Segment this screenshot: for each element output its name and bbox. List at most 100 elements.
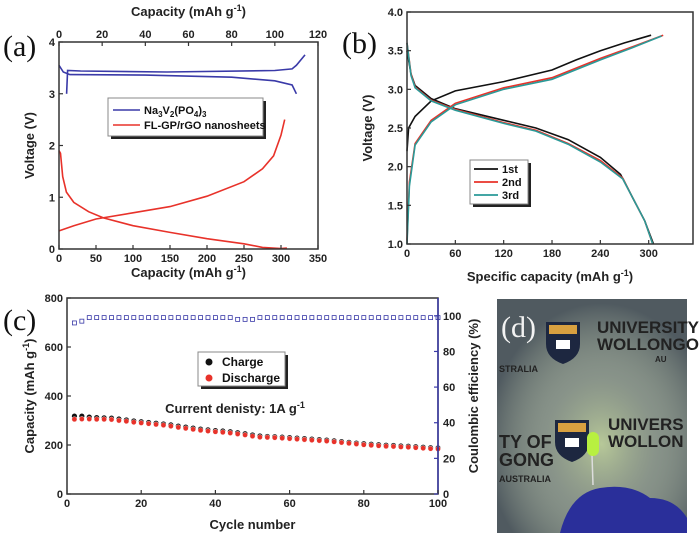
ce-marker xyxy=(79,318,85,324)
x-tick-label: 100 xyxy=(266,29,284,41)
y-tick-label: 60 xyxy=(443,382,455,394)
ce-marker xyxy=(72,320,77,326)
ce-marker xyxy=(212,315,218,321)
logo-bottom: TY OF GONG UNIVERS WOLLON AUSTRALIA xyxy=(499,415,684,484)
x-axis-label: Specific capacity (mAh g-1) xyxy=(467,268,633,284)
logo-text: GONG xyxy=(499,450,554,470)
discharge-marker xyxy=(123,418,130,425)
logo-text: WOLLON xyxy=(608,432,684,451)
x-tick-label: 80 xyxy=(358,498,370,510)
logo-text: STRALIA xyxy=(499,364,538,374)
ce-marker xyxy=(183,315,189,321)
discharge-marker xyxy=(420,445,426,451)
logo-text: TY OF xyxy=(499,432,552,452)
series-line-3rd xyxy=(406,35,662,245)
x-tick-label: 240 xyxy=(591,248,609,260)
ce-marker xyxy=(405,315,411,321)
x-tick-label: 80 xyxy=(226,29,238,41)
discharge-marker xyxy=(220,429,226,436)
y-tick-label: 3.5 xyxy=(388,46,403,58)
ce-marker xyxy=(383,315,389,321)
logo-text: UNIVERS xyxy=(608,415,684,434)
glove xyxy=(560,486,687,533)
ce-marker xyxy=(302,315,307,321)
logo-text: AU xyxy=(655,355,667,364)
y-axis-label: Voltage (V) xyxy=(360,95,375,162)
ce-marker xyxy=(391,315,396,321)
ce-marker xyxy=(264,315,270,321)
series-line-1 xyxy=(58,119,286,232)
ce-marker xyxy=(190,315,196,321)
x-tick-label: 20 xyxy=(135,498,147,510)
ce-marker xyxy=(368,315,374,321)
ce-marker xyxy=(279,315,285,321)
ce-marker xyxy=(250,316,255,322)
x-tick-label: 200 xyxy=(198,253,216,265)
y-tick-label: 3.0 xyxy=(388,84,403,96)
ce-marker xyxy=(101,315,107,321)
x-tick-label: 0 xyxy=(404,248,410,260)
panel-label-d: (d) xyxy=(501,311,536,344)
y2-axis-label: Coulombic efficiency (%) xyxy=(466,319,481,474)
ce-marker xyxy=(309,315,315,321)
discharge-marker xyxy=(390,443,397,450)
panel-label-a: (a) xyxy=(3,30,36,63)
y-tick-label: 4 xyxy=(49,37,56,49)
discharge-marker xyxy=(138,420,144,426)
logo-top: UNIVERSITY WOLLONGONG AU STRALIA xyxy=(499,318,700,374)
ce-marker xyxy=(316,315,322,321)
discharge-marker xyxy=(205,428,211,434)
x-axis-label: Capacity (mAh g-1) xyxy=(131,264,246,280)
x-tick-label: 180 xyxy=(543,248,561,260)
discharge-marker xyxy=(279,435,285,441)
legend-label: Discharge xyxy=(222,371,280,385)
x-tick-label: 60 xyxy=(283,498,295,510)
ce-marker xyxy=(168,315,174,321)
x-tick-label: 0 xyxy=(64,498,70,510)
discharge-marker xyxy=(257,434,263,440)
discharge-marker xyxy=(182,425,189,432)
x-tick-label: 40 xyxy=(209,498,221,510)
legend-label: FL-GP/rGO nanosheets xyxy=(144,120,266,132)
x-tick-label: 250 xyxy=(235,253,253,265)
y-tick-label: 40 xyxy=(443,418,455,430)
panel-label-c: (c) xyxy=(3,304,36,337)
y-axis-label: Voltage (V) xyxy=(22,112,37,179)
y-tick-label: 0 xyxy=(57,489,63,501)
x-tick-label: 120 xyxy=(494,248,512,260)
ce-marker xyxy=(220,315,226,321)
discharge-marker xyxy=(93,416,100,423)
ce-marker xyxy=(361,315,367,321)
ce-marker xyxy=(198,315,203,321)
discharge-marker xyxy=(86,416,93,422)
logo-text: UNIVERSITY xyxy=(597,318,700,337)
y-tick-label: 0 xyxy=(49,244,55,256)
series-line-3rd xyxy=(406,42,654,245)
y-tick-label: 2.0 xyxy=(388,162,403,174)
photo-d: UNIVERSITY WOLLONGONG AU STRALIA TY OF G… xyxy=(497,299,700,533)
ce-marker xyxy=(94,315,100,321)
ce-marker xyxy=(235,316,241,322)
ce-marker xyxy=(242,316,248,322)
discharge-marker xyxy=(323,438,330,444)
discharge-marker xyxy=(427,445,434,452)
x-tick-label: 100 xyxy=(124,253,142,265)
discharge-marker xyxy=(153,421,159,428)
y-tick-label: 2 xyxy=(49,141,55,153)
legend-label: 2nd xyxy=(502,177,522,189)
legend-label: 3rd xyxy=(502,190,519,202)
x2-axis-label: Capacity (mAh g-1) xyxy=(131,3,246,19)
discharge-marker xyxy=(175,424,182,431)
ce-marker xyxy=(353,315,359,321)
discharge-marker xyxy=(227,430,234,436)
x-tick-label: 300 xyxy=(640,248,658,260)
series-line-0 xyxy=(65,54,306,94)
x-tick-label: 0 xyxy=(56,253,62,265)
x-tick-label: 300 xyxy=(272,253,290,265)
discharge-marker xyxy=(331,439,337,445)
ce-marker xyxy=(287,315,293,321)
series-line-1 xyxy=(58,150,287,250)
chart-c: 0 20 40 60 80 1000200400600800020406080100Cyc… xyxy=(3,293,481,532)
ce-marker xyxy=(123,315,129,321)
